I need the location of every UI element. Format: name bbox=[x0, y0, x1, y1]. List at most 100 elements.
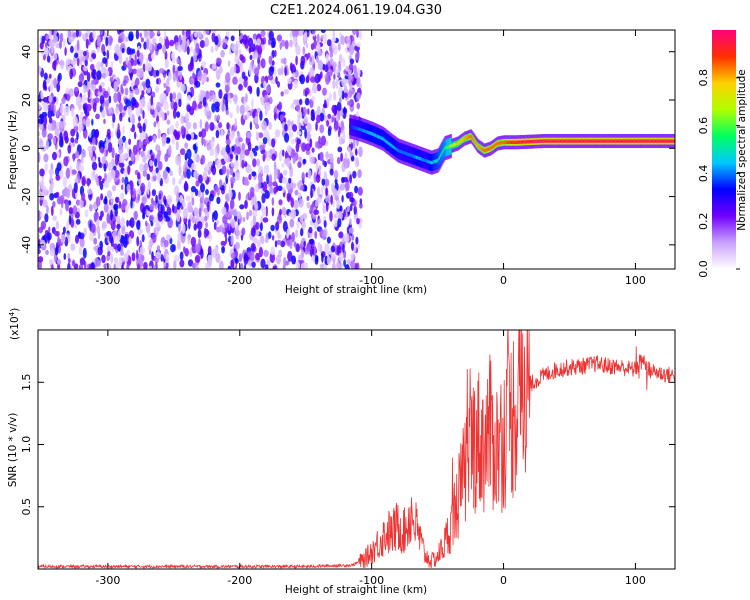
heatmap-cell bbox=[340, 35, 345, 45]
snr-panel: -300 -200 -100 0 100 0.5 1.0 1.5 Height of str… bbox=[7, 308, 676, 596]
heatmap-cell bbox=[305, 149, 310, 156]
heatmap-cell bbox=[210, 165, 214, 173]
heatmap-cell bbox=[251, 199, 255, 206]
x-tick-label: 100 bbox=[625, 574, 646, 587]
heatmap-cell bbox=[643, 139, 646, 143]
heatmap-cell bbox=[95, 196, 101, 207]
heatmap-cell bbox=[338, 72, 341, 79]
heatmap-cell bbox=[335, 68, 339, 76]
heatmap-cell bbox=[158, 193, 162, 200]
heatmap-cell bbox=[165, 137, 171, 144]
heatmap-cell bbox=[176, 72, 179, 83]
heatmap-cell bbox=[190, 46, 193, 53]
heatmap-cell bbox=[233, 64, 237, 73]
heatmap-cell bbox=[662, 139, 665, 143]
heatmap-cell bbox=[254, 229, 260, 237]
heatmap-cell bbox=[297, 30, 304, 37]
heatmap-cell bbox=[326, 120, 330, 127]
heatmap-cell bbox=[149, 214, 155, 221]
heatmap-cell bbox=[38, 152, 41, 163]
heatmap-cell bbox=[225, 109, 230, 116]
heatmap-cell bbox=[195, 180, 200, 187]
heatmap-cell bbox=[609, 139, 612, 143]
heatmap-cell bbox=[293, 79, 299, 89]
heatmap-cell bbox=[132, 68, 138, 75]
heatmap-cell bbox=[155, 194, 158, 204]
heatmap-cell bbox=[282, 263, 286, 269]
heatmap-cell bbox=[88, 132, 92, 139]
heatmap-cell bbox=[327, 39, 332, 47]
heatmap-cell bbox=[54, 126, 60, 137]
heatmap-cell bbox=[116, 128, 121, 140]
heatmap-cell bbox=[342, 107, 348, 115]
heatmap-cell bbox=[206, 30, 210, 36]
heatmap-cell bbox=[209, 233, 212, 242]
heatmap-cell bbox=[248, 37, 254, 48]
heatmap-cell bbox=[332, 200, 335, 208]
heatmap-cell bbox=[174, 254, 180, 263]
heatmap-cell bbox=[325, 201, 329, 212]
heatmap-cell bbox=[173, 129, 178, 138]
heatmap-cell bbox=[596, 139, 598, 143]
heatmap-cell bbox=[103, 202, 109, 213]
heatmap-cell bbox=[48, 117, 53, 124]
heatmap-cell bbox=[330, 245, 336, 253]
heatmap-cell bbox=[101, 254, 106, 264]
heatmap-cell bbox=[185, 195, 191, 202]
heatmap-cell bbox=[575, 139, 578, 143]
heatmap-cell bbox=[197, 229, 202, 239]
heatmap-cell bbox=[605, 139, 608, 143]
heatmap-cell bbox=[306, 201, 311, 209]
heatmap-cell bbox=[65, 87, 71, 95]
heatmap-cell bbox=[317, 186, 320, 197]
heatmap-cell bbox=[294, 189, 299, 196]
heatmap-cell bbox=[178, 178, 182, 185]
heatmap-cell bbox=[41, 128, 47, 138]
heatmap-cell bbox=[354, 71, 359, 79]
heatmap-cell bbox=[155, 221, 161, 228]
heatmap-cell bbox=[146, 210, 150, 217]
heatmap-cell bbox=[84, 59, 88, 67]
heatmap-cell bbox=[80, 57, 83, 66]
heatmap-cell bbox=[470, 134, 472, 138]
heatmap-cell bbox=[249, 121, 253, 131]
heatmap-cell bbox=[178, 59, 182, 67]
heatmap-cell bbox=[348, 63, 354, 71]
heatmap-cell bbox=[195, 243, 201, 254]
heatmap-cell bbox=[60, 103, 64, 115]
heatmap-cell bbox=[302, 46, 306, 55]
heatmap-cell bbox=[192, 72, 196, 79]
heatmap-cell bbox=[268, 180, 273, 188]
heatmap-cell bbox=[293, 241, 297, 248]
heatmap-cell bbox=[216, 114, 221, 121]
heatmap-cell bbox=[117, 243, 122, 252]
heatmap-cell bbox=[342, 57, 346, 68]
heatmap-cell bbox=[63, 105, 70, 117]
heatmap-cell bbox=[313, 209, 320, 215]
heatmap-cell bbox=[45, 249, 49, 255]
heatmap-cell bbox=[255, 123, 260, 130]
heatmap-cell bbox=[112, 113, 116, 123]
heatmap-cell bbox=[113, 263, 116, 269]
heatmap-cell bbox=[403, 151, 406, 155]
heatmap-cell bbox=[248, 174, 252, 181]
heatmap-cell bbox=[268, 66, 274, 76]
heatmap-cell bbox=[238, 253, 243, 262]
heatmap-cell bbox=[364, 129, 366, 133]
heatmap-cell bbox=[354, 185, 359, 194]
colorbar-label: Normalized spectral amplitude bbox=[736, 69, 748, 230]
y-tick-label: 0.5 bbox=[20, 498, 33, 515]
heatmap-cell bbox=[39, 139, 44, 149]
heatmap-cell bbox=[337, 129, 341, 138]
heatmap-cell bbox=[38, 210, 42, 222]
heatmap-cell bbox=[98, 85, 103, 93]
heatmap-cell bbox=[264, 94, 269, 101]
heatmap-cell bbox=[262, 207, 267, 217]
heatmap-cell bbox=[150, 53, 155, 60]
heatmap-cell bbox=[177, 222, 181, 233]
heatmap-cell bbox=[504, 140, 506, 144]
heatmap-cell bbox=[348, 44, 355, 56]
heatmap-cell bbox=[133, 210, 138, 221]
heatmap-cell bbox=[163, 100, 169, 111]
